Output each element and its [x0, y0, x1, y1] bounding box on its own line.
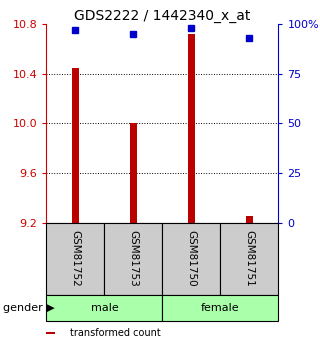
Bar [246, 216, 253, 223]
Bar [46, 223, 104, 295]
Bar [162, 295, 278, 321]
Text: female: female [201, 303, 240, 313]
Text: GSM81751: GSM81751 [244, 230, 254, 287]
Text: gender ▶: gender ▶ [3, 303, 55, 313]
Text: transformed count: transformed count [70, 328, 160, 338]
Bar [46, 295, 162, 321]
Text: male: male [91, 303, 118, 313]
Text: GSM81752: GSM81752 [70, 230, 80, 287]
Title: GDS2222 / 1442340_x_at: GDS2222 / 1442340_x_at [74, 9, 251, 23]
Bar [130, 124, 137, 223]
Bar [220, 223, 278, 295]
Bar [104, 223, 162, 295]
Text: GSM81753: GSM81753 [128, 230, 138, 287]
Bar [46, 332, 55, 334]
Text: GSM81750: GSM81750 [186, 230, 196, 287]
Bar [162, 223, 220, 295]
Bar [188, 34, 195, 223]
Bar [72, 68, 79, 223]
